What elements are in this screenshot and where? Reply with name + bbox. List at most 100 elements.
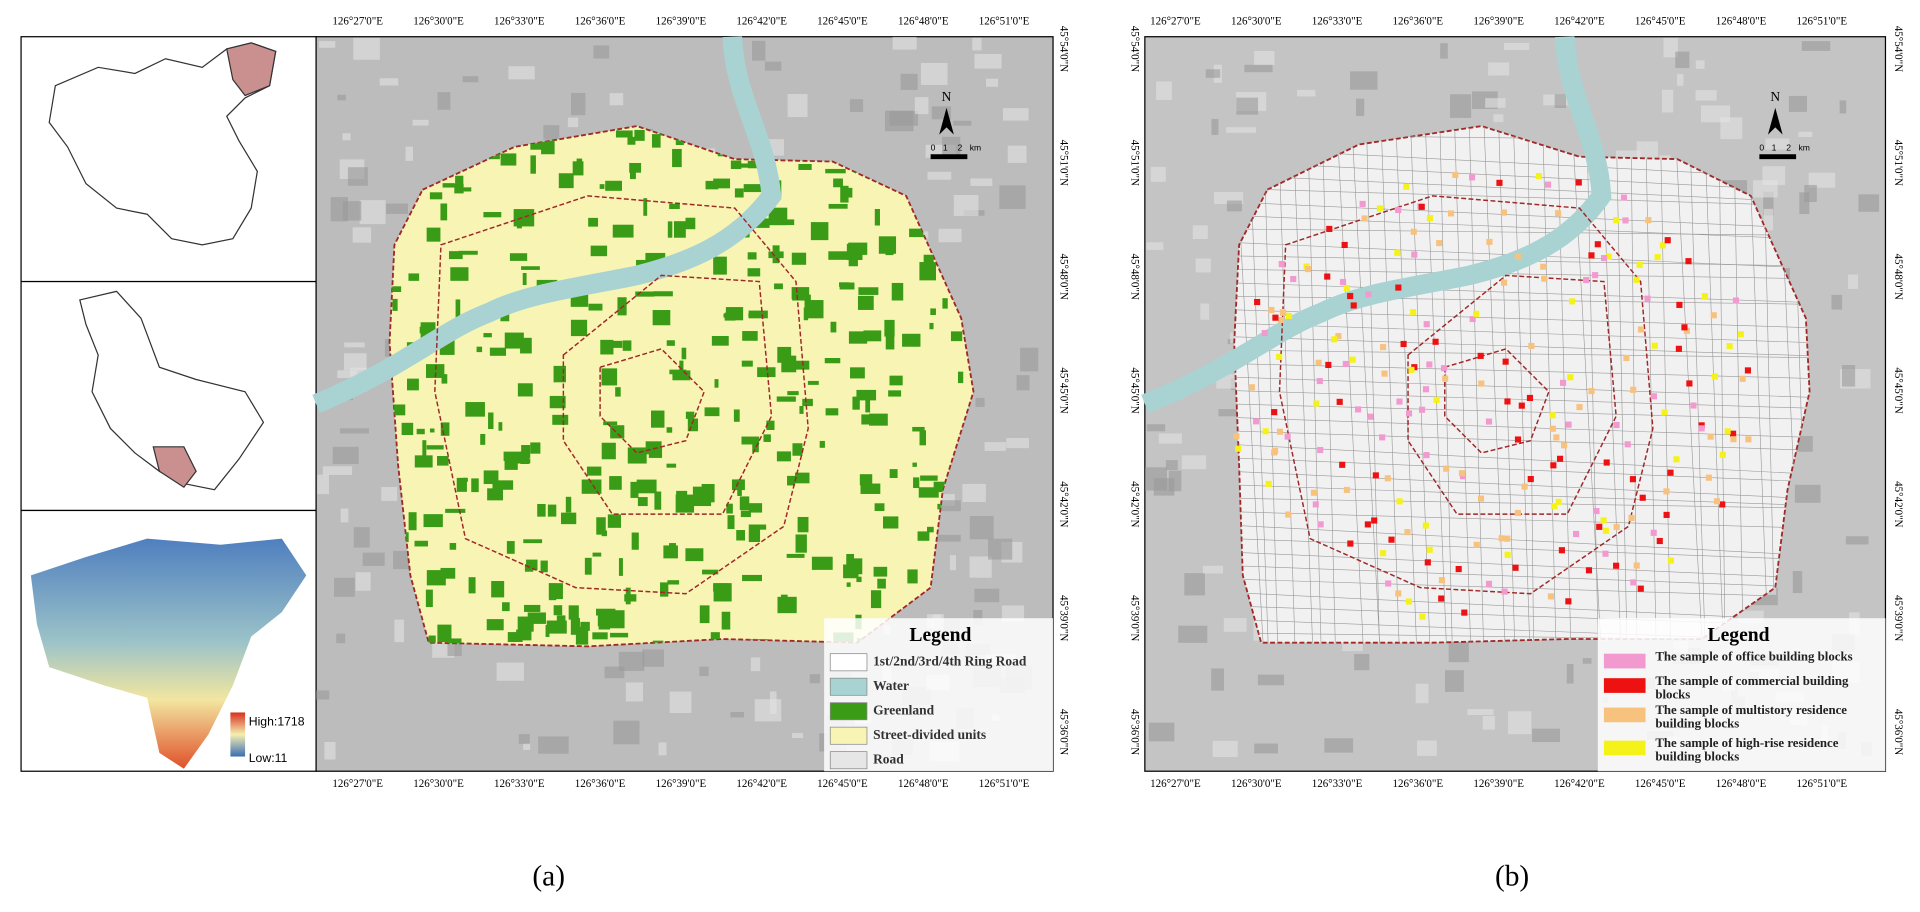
x-coord-label: 126°51'0"E	[1797, 778, 1848, 790]
green-patch	[561, 512, 577, 525]
green-patch	[794, 472, 810, 484]
green-patch	[923, 254, 934, 270]
sample-block	[1253, 418, 1260, 425]
green-patch	[865, 396, 871, 413]
sample-block	[1261, 330, 1268, 337]
sample-block	[1285, 511, 1292, 518]
green-patch	[552, 414, 569, 425]
ring-roads	[434, 195, 1654, 595]
texture-patch	[618, 651, 645, 671]
green-patch	[766, 420, 775, 430]
texture-patch	[953, 194, 979, 216]
green-patch	[521, 266, 540, 270]
texture-patch	[1156, 81, 1172, 100]
x-coord-label: 126°45'0"E	[1635, 778, 1686, 790]
green-patch	[523, 539, 543, 544]
sample-block	[1372, 472, 1379, 479]
sample-block	[1514, 436, 1522, 443]
sample-block	[1504, 535, 1511, 542]
texture-patch	[1211, 668, 1225, 691]
road	[1234, 322, 1810, 343]
green-patch	[825, 408, 839, 416]
texture-patch	[317, 474, 330, 495]
sample-block	[1628, 514, 1635, 522]
green-patch	[804, 300, 824, 319]
y-coord-label: 45°36'0"N	[1892, 709, 1904, 755]
sample-block	[1602, 527, 1609, 534]
texture-patch	[347, 167, 368, 186]
legend-label: blocks	[1655, 687, 1690, 701]
green-patch	[768, 207, 788, 226]
texture-patch	[1226, 127, 1256, 133]
sample-block	[1442, 375, 1449, 382]
green-patch	[498, 422, 503, 431]
green-patch	[874, 208, 880, 226]
green-patch	[627, 136, 636, 145]
green-patch	[833, 178, 843, 188]
green-patch	[524, 604, 541, 612]
texture-patch	[353, 37, 380, 60]
y-coord-label: 45°39'0"N	[1128, 595, 1140, 641]
scale-label: 2	[1786, 142, 1791, 152]
green-patch	[576, 158, 583, 174]
texture-patch	[1212, 740, 1238, 758]
green-patch	[848, 242, 868, 255]
green-patch	[791, 252, 807, 265]
green-patch	[856, 576, 862, 583]
green-patch	[530, 138, 547, 150]
sample-block	[1620, 194, 1628, 201]
green-patch	[429, 192, 443, 200]
greenland	[389, 126, 974, 647]
green-patch	[667, 221, 673, 238]
legend-label: Road	[873, 751, 904, 766]
texture-patch	[914, 97, 929, 115]
sample-block	[1567, 374, 1574, 381]
sample-block	[1512, 564, 1519, 571]
green-patch	[425, 364, 445, 378]
roads	[1234, 126, 1810, 643]
sample-block	[1452, 171, 1459, 178]
sample-block	[1719, 501, 1726, 508]
sample-block	[1340, 278, 1347, 286]
green-patch	[455, 175, 464, 190]
samples	[1233, 171, 1752, 620]
sample-block	[1433, 396, 1440, 403]
legend-label: The sample of commercial building	[1655, 674, 1849, 688]
texture-patch	[970, 178, 993, 186]
green-patch	[414, 455, 433, 468]
texture-patch	[1448, 638, 1469, 663]
texture-patch	[324, 742, 336, 760]
texture-patch	[538, 736, 569, 754]
sample-block	[1354, 406, 1362, 413]
sample-block	[1365, 291, 1372, 298]
green-patch	[549, 395, 566, 409]
sample-block	[1623, 354, 1630, 362]
green-patch	[891, 282, 904, 301]
x-coord-label: 126°30'0"E	[1231, 16, 1282, 28]
texture-patch	[1450, 94, 1472, 118]
road	[1366, 126, 1380, 643]
texture-patch	[355, 572, 371, 591]
sample-block	[1290, 275, 1297, 283]
legend-title: Legend	[909, 625, 971, 646]
green-patch	[486, 619, 504, 631]
green-patch	[731, 479, 745, 491]
sample-block	[1504, 398, 1511, 405]
green-patch	[607, 514, 621, 528]
sample-block	[1388, 536, 1395, 543]
legend-swatch	[829, 702, 868, 721]
texture-patch	[1178, 625, 1208, 643]
sample-block	[1565, 598, 1572, 605]
sample-block	[1478, 380, 1485, 387]
green-patch	[889, 469, 898, 479]
sample-block	[1526, 394, 1534, 402]
green-patch	[776, 396, 796, 402]
sample-block	[1438, 595, 1445, 602]
sample-block	[1395, 284, 1402, 291]
sample-block	[1408, 366, 1415, 373]
sample-block	[1585, 567, 1593, 574]
green-patch	[750, 220, 770, 228]
sample-block	[1440, 365, 1448, 372]
green-patch	[685, 411, 695, 419]
legend-label: Greenland	[873, 702, 935, 717]
